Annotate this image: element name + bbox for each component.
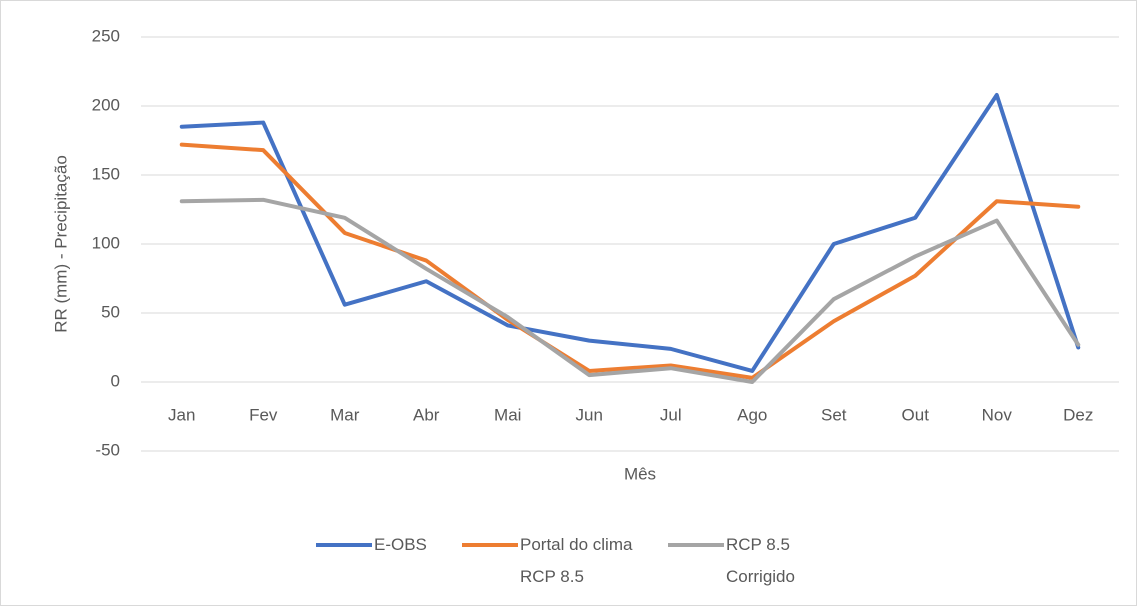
legend-label: Portal do clima RCP 8.5 [520, 535, 633, 586]
y-tick-label: 250 [92, 26, 120, 45]
x-tick-label: Abr [413, 405, 440, 424]
x-tick-label: Ago [737, 405, 767, 424]
x-tick-label: Jul [660, 405, 682, 424]
y-tick-label: -50 [95, 440, 120, 459]
x-tick-label: Jun [576, 405, 603, 424]
series-line [179, 197, 1081, 384]
series-line [179, 92, 1081, 373]
x-tick-label: Jan [168, 405, 195, 424]
x-tick-label: Dez [1063, 405, 1093, 424]
x-tick-label: Out [902, 405, 930, 424]
y-tick-label: 100 [92, 233, 120, 252]
x-tick-label: Fev [249, 405, 278, 424]
y-axis-title: RR (mm) - Precipitação [51, 155, 70, 333]
series-line [179, 142, 1081, 380]
x-axis-title: Mês [624, 464, 656, 483]
x-tick-label: Nov [982, 405, 1013, 424]
y-tick-label: 200 [92, 95, 120, 114]
legend-label: RCP 8.5 Corrigido [726, 535, 795, 586]
x-tick-label: Mai [494, 405, 521, 424]
y-tick-label: 150 [92, 164, 120, 183]
x-tick-label: Mar [330, 405, 360, 424]
legend-label: E-OBS [374, 535, 427, 554]
y-tick-label: 50 [101, 302, 120, 321]
y-tick-label: 0 [111, 371, 120, 390]
x-tick-label: Set [821, 405, 847, 424]
